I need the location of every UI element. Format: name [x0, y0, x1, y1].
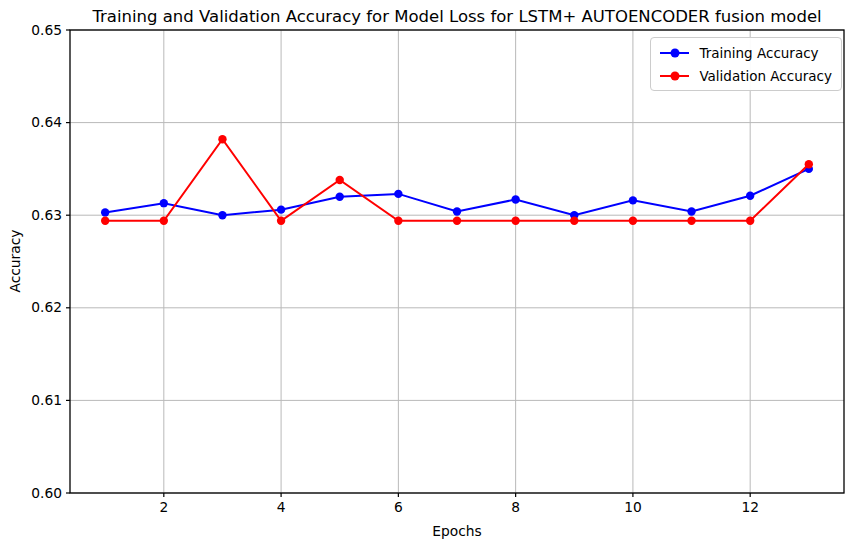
- y-tick-label-0.62: 0.62: [31, 299, 62, 315]
- validation-point-epoch-8: [511, 217, 519, 225]
- y-tick-label-0.64: 0.64: [31, 114, 62, 130]
- training-point-epoch-2: [160, 199, 168, 207]
- validation-point-epoch-10: [629, 217, 637, 225]
- legend-item-training: Training Accuracy: [660, 43, 832, 62]
- validation-point-epoch-2: [160, 217, 168, 225]
- x-axis-label: Epochs: [70, 523, 844, 539]
- y-tick-label-0.61: 0.61: [31, 392, 62, 408]
- training-point-epoch-6: [394, 190, 402, 198]
- legend-item-validation: Validation Accuracy: [660, 66, 832, 85]
- x-tick-label-4: 4: [277, 499, 286, 515]
- validation-point-epoch-9: [570, 217, 578, 225]
- plot-border: [70, 30, 844, 493]
- validation-point-epoch-5: [336, 176, 344, 184]
- validation-marker-icon: [670, 71, 679, 80]
- chart-title: Training and Validation Accuracy for Mod…: [70, 7, 844, 26]
- y-axis-label: Accuracy: [7, 230, 23, 293]
- x-tick-label-12: 12: [741, 499, 759, 515]
- y-tick-label-0.60: 0.60: [31, 485, 62, 501]
- validation-point-epoch-12: [746, 217, 754, 225]
- training-point-epoch-1: [101, 208, 109, 216]
- y-tick-label-0.63: 0.63: [31, 207, 62, 223]
- x-tick-label-8: 8: [511, 499, 520, 515]
- figure: 2 4 6 8 10 12 0.60 0.61 0.62 0.63 0.64 0.65 Trainin…: [0, 0, 855, 547]
- training-point-epoch-7: [453, 207, 461, 215]
- legend-label-training: Training Accuracy: [699, 45, 818, 61]
- x-tick-label-2: 2: [159, 499, 168, 515]
- legend: Training Accuracy Validation Accuracy: [650, 37, 842, 91]
- validation-point-epoch-13: [805, 160, 813, 168]
- training-point-epoch-5: [336, 192, 344, 200]
- x-tick-label-10: 10: [624, 499, 642, 515]
- training-point-epoch-12: [746, 192, 754, 200]
- validation-point-epoch-11: [687, 217, 695, 225]
- training-point-epoch-3: [218, 211, 226, 219]
- training-point-epoch-11: [687, 207, 695, 215]
- training-point-epoch-10: [629, 196, 637, 204]
- training-line-icon: [660, 52, 689, 54]
- training-point-epoch-8: [511, 195, 519, 203]
- training-point-epoch-4: [277, 205, 285, 213]
- validation-point-epoch-7: [453, 217, 461, 225]
- y-tick-label-0.65: 0.65: [31, 22, 62, 38]
- legend-label-validation: Validation Accuracy: [699, 68, 832, 84]
- validation-point-epoch-6: [394, 217, 402, 225]
- x-tick-label-6: 6: [394, 499, 403, 515]
- validation-point-epoch-4: [277, 217, 285, 225]
- validation-line-icon: [660, 75, 689, 77]
- training-marker-icon: [670, 48, 679, 57]
- validation-point-epoch-3: [218, 135, 226, 143]
- validation-point-epoch-1: [101, 217, 109, 225]
